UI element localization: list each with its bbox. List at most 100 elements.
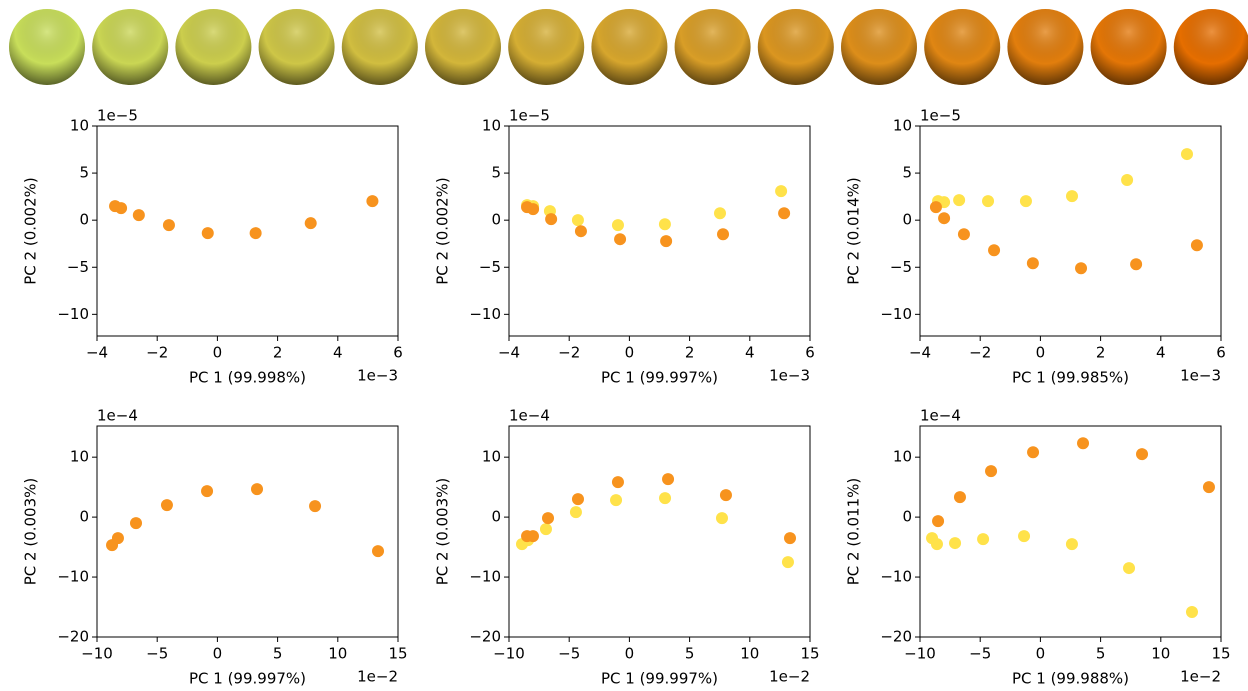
point: [526, 530, 539, 543]
x-tick-label: 2: [685, 344, 695, 362]
sphere-shade: [175, 9, 252, 85]
point: [614, 233, 627, 246]
point: [719, 489, 732, 502]
x-tick-label: −10: [904, 645, 936, 663]
y-axis-label: PC 2 (0.003%): [22, 478, 40, 586]
x-tick-label: 0: [213, 344, 223, 362]
x-offset-label: 1e−2: [357, 668, 398, 686]
point: [115, 202, 128, 215]
y-axis-label: PC 2 (0.014%): [845, 177, 863, 285]
point: [571, 493, 584, 506]
point: [1026, 257, 1039, 270]
point: [1121, 174, 1134, 187]
x-offset-label: 1e−3: [357, 367, 398, 385]
point: [611, 476, 624, 489]
x-tick-label: −5: [969, 645, 991, 663]
x-tick-label: −2: [558, 344, 580, 362]
sphere-shade: [1173, 9, 1248, 85]
axes-frame: [508, 125, 811, 337]
x-tick-label: −5: [146, 645, 168, 663]
x-tick-label: 6: [393, 344, 403, 362]
point: [949, 537, 962, 550]
x-tick-label: 4: [1156, 344, 1166, 362]
point: [988, 244, 1001, 257]
point: [1075, 262, 1088, 275]
x-tick-label: 0: [1036, 344, 1046, 362]
y-tick-label: −5: [890, 258, 912, 276]
y-offset-label: 1e−5: [920, 107, 961, 125]
point: [1065, 538, 1078, 551]
y-tick-label: −10: [57, 568, 89, 586]
x-tick-label: 10: [1151, 645, 1170, 663]
point: [784, 532, 797, 545]
x-tick-label: −4: [86, 344, 108, 362]
x-axis-label: PC 1 (99.988%): [1012, 670, 1129, 688]
point: [781, 556, 794, 569]
point: [201, 227, 214, 240]
x-tick-label: 0: [1036, 645, 1046, 663]
point: [251, 483, 264, 496]
y-tick-label: 10: [70, 448, 89, 466]
x-tick-label: 10: [740, 645, 759, 663]
point: [714, 207, 727, 220]
y-axis-label: PC 2 (0.003%): [434, 478, 452, 586]
x-tick-label: 6: [805, 344, 815, 362]
x-tick-label: 15: [800, 645, 819, 663]
y-tick-label: −5: [479, 258, 501, 276]
x-axis-label: PC 1 (99.985%): [1012, 369, 1129, 387]
point: [953, 491, 966, 504]
point: [574, 225, 587, 238]
y-tick-label: 5: [79, 164, 89, 182]
y-tick-label: −5: [67, 258, 89, 276]
point: [162, 219, 175, 232]
y-tick-label: −20: [880, 628, 912, 646]
x-tick-label: 6: [1216, 344, 1226, 362]
x-tick-label: 2: [273, 344, 283, 362]
point: [660, 235, 673, 248]
point: [542, 512, 555, 525]
x-tick-label: −2: [969, 344, 991, 362]
y-tick-label: 10: [482, 448, 501, 466]
point: [1185, 606, 1198, 619]
x-offset-label: 1e−2: [1180, 668, 1221, 686]
x-tick-label: −2: [146, 344, 168, 362]
point: [309, 500, 322, 513]
x-tick-label: 0: [213, 645, 223, 663]
sphere-shade: [9, 9, 85, 85]
point: [1190, 239, 1203, 252]
y-tick-label: 0: [902, 508, 912, 526]
x-tick-label: −4: [498, 344, 520, 362]
point: [160, 499, 173, 512]
y-offset-label: 1e−4: [509, 407, 550, 425]
point: [527, 203, 540, 216]
y-tick-label: 10: [482, 117, 501, 135]
y-tick-label: −10: [880, 305, 912, 323]
y-axis-label: PC 2 (0.002%): [434, 177, 452, 285]
x-tick-label: −5: [558, 645, 580, 663]
axes-frame: [919, 425, 1222, 638]
y-axis-label: PC 2 (0.002%): [22, 177, 40, 285]
y-tick-label: −10: [57, 305, 89, 323]
point: [1123, 562, 1136, 575]
point: [985, 465, 998, 478]
x-tick-label: 0: [625, 645, 635, 663]
point: [111, 532, 124, 545]
point: [1019, 195, 1032, 208]
y-offset-label: 1e−5: [97, 107, 138, 125]
sphere-shade: [591, 9, 668, 85]
y-tick-label: 10: [893, 117, 912, 135]
point: [932, 515, 945, 528]
y-tick-label: 5: [491, 164, 501, 182]
x-offset-label: 1e−2: [769, 668, 810, 686]
x-axis-label: PC 1 (99.998%): [189, 369, 306, 387]
y-tick-label: 0: [491, 211, 501, 229]
y-tick-label: 0: [902, 211, 912, 229]
point: [201, 485, 214, 498]
point: [130, 517, 143, 530]
point: [249, 227, 262, 240]
sphere-shade: [757, 9, 834, 85]
x-tick-label: 0: [625, 344, 635, 362]
point: [778, 207, 791, 220]
axes-frame: [508, 425, 811, 638]
